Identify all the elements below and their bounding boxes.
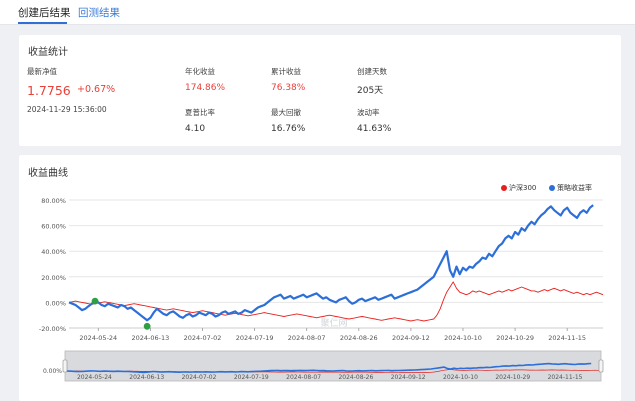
stat-label: 年化收益 [185, 67, 215, 76]
stat-value: 4.10 [185, 124, 206, 134]
chart-title: 收益曲线 [28, 168, 68, 179]
stat-value: 76.38% [271, 83, 306, 93]
x-tick-label: 2024-09-12 [392, 334, 430, 342]
y-tick-label: 0.00% [45, 299, 66, 307]
navigator-right-handle [598, 359, 604, 373]
x-tick-label: 2024-08-26 [340, 334, 378, 342]
chart-card: 收益曲线 沪深300 策略收益率 80.00% 60.00% 40.00% 20.00… [19, 155, 621, 401]
x-tick-label: 2024-07-02 [184, 334, 222, 342]
navigator-x-label: 2024-10-29 [495, 374, 530, 381]
nav-change: +0.67% [77, 84, 116, 95]
stat-label: 创建天数 [357, 67, 387, 76]
navigator-x-label: 2024-08-26 [338, 374, 373, 381]
y-tick-label: 40.00% [41, 248, 66, 256]
y-tick-label: 60.00% [41, 223, 66, 231]
stat-label: 夏普比率 [185, 108, 215, 117]
marker-dot-icon [91, 297, 99, 305]
stat-label: 最大回撤 [271, 108, 301, 117]
stat-cumulative-return: 累计收益 76.38% [271, 66, 305, 93]
stat-label: 波动率 [357, 108, 380, 117]
navigator-x-label: 2024-08-07 [286, 374, 321, 381]
navigator-x-label: 2024-11-15 [548, 374, 583, 381]
nav-label-wrap: 最新净值 [27, 66, 57, 77]
x-tick-label: 2024-06-13 [132, 334, 170, 342]
legend-strategy-label[interactable]: 策略收益率 [557, 184, 592, 192]
tab-bar: 创建后结果 回测结果 [0, 0, 635, 25]
nav-time: 2024-11-29 15:36:00 [27, 105, 107, 114]
nav-label: 最新净值 [27, 67, 57, 76]
chart-legend: 沪深300 策略收益率 [501, 183, 621, 195]
stat-max-drawdown: 最大回撤 16.76% [271, 107, 305, 134]
x-tick-label: 2024-07-19 [236, 334, 274, 342]
navigator-x-label: 2024-10-10 [443, 374, 478, 381]
stats-title: 收益统计 [28, 47, 68, 58]
legend-strategy-dot-icon [549, 185, 555, 191]
nav-value: 1.7756 [27, 83, 71, 98]
tab-backtest-results[interactable]: 回测结果 [78, 7, 120, 19]
tab-created-results[interactable]: 创建后结果 [18, 7, 71, 19]
y-tick-label: 20.00% [41, 274, 66, 282]
stat-value: 205天 [357, 86, 384, 96]
navigator-strategy-line [64, 362, 592, 374]
navigator-y-label: 0.00% [43, 368, 62, 375]
strategy-line [68, 204, 594, 322]
stat-value: 16.76% [271, 124, 306, 134]
returns-chart[interactable]: 80.00% 60.00% 40.00% 20.00% 0.00% -20.00% 2024… [19, 155, 621, 401]
legend-benchmark-dot-icon [501, 185, 507, 191]
stat-days: 创建天数 205天 [357, 66, 387, 96]
stat-value: 174.86% [185, 83, 226, 93]
x-tick-label: 2024-10-10 [444, 334, 482, 342]
stat-sharpe: 夏普比率 4.10 [185, 107, 215, 134]
legend-benchmark-label[interactable]: 沪深300 [509, 184, 537, 192]
navigator-x-label: 2024-06-13 [129, 374, 164, 381]
range-navigator[interactable]: 0.00% 2024-05-24 2024-06-13 2024-07-02 2024-… [43, 350, 604, 382]
y-tick-label: 80.00% [41, 197, 66, 205]
navigator-left-handle [62, 359, 68, 373]
navigator-x-label: 2024-05-24 [77, 374, 112, 381]
stat-label: 累计收益 [271, 67, 301, 76]
stat-annual-return: 年化收益 174.86% [185, 66, 225, 93]
x-tick-label: 2024-10-29 [496, 334, 534, 342]
navigator-x-label: 2024-07-19 [234, 374, 269, 381]
x-tick-label: 2024-05-24 [79, 334, 117, 342]
navigator-x-label: 2024-07-02 [182, 374, 217, 381]
navigator-x-label: 2024-09-12 [391, 374, 426, 381]
watermark-text: 聚仁网 [320, 317, 347, 329]
active-tab-indicator [18, 22, 67, 24]
stat-value: 41.63% [357, 124, 392, 134]
marker-dot-icon [143, 322, 151, 330]
x-tick-label: 2024-08-07 [288, 334, 326, 342]
stat-volatility: 波动率 41.63% [357, 107, 391, 134]
stats-card: 收益统计 最新净值 1.7756 +0.67% 2024-11-29 15:36… [19, 35, 621, 146]
y-tick-label: -20.00% [39, 325, 66, 333]
x-tick-label: 2024-11-15 [548, 334, 586, 342]
